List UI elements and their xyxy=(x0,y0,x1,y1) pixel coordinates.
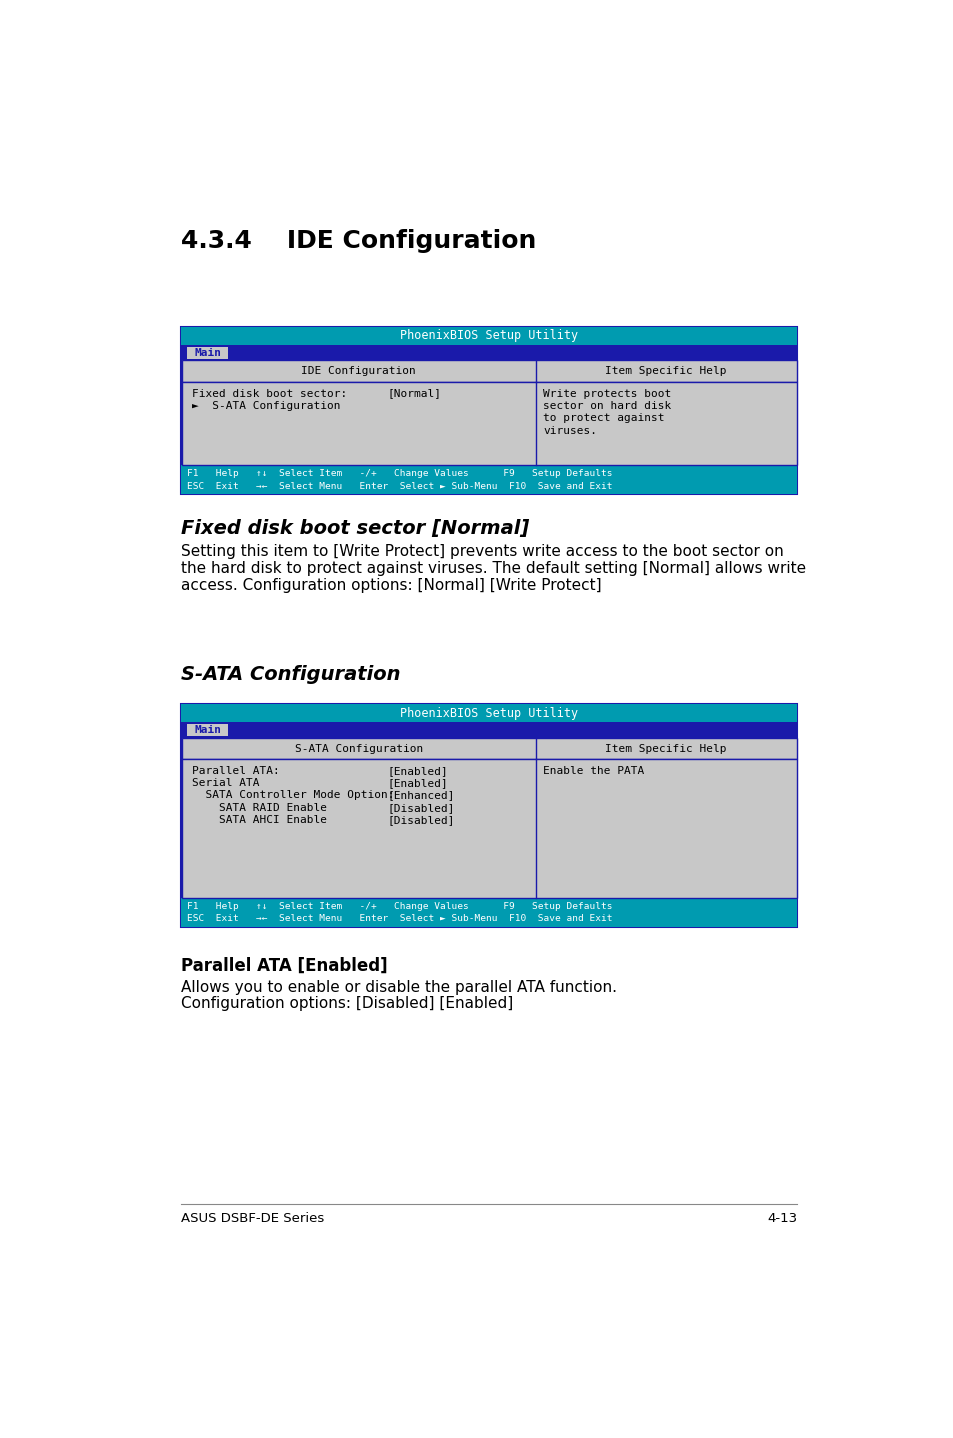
Text: Main: Main xyxy=(193,348,221,358)
Text: Allows you to enable or disable the parallel ATA function.: Allows you to enable or disable the para… xyxy=(181,979,617,995)
Text: Fixed disk boot sector:: Fixed disk boot sector: xyxy=(192,388,347,398)
Text: F1   Help   ↑↓  Select Item   -/+   Change Values      F9   Setup Defaults: F1 Help ↑↓ Select Item -/+ Change Values… xyxy=(187,902,613,910)
Text: Fixed disk boot sector [Normal]: Fixed disk boot sector [Normal] xyxy=(181,519,529,538)
Text: IDE Configuration: IDE Configuration xyxy=(301,367,416,377)
Text: S-ATA Configuration: S-ATA Configuration xyxy=(181,666,400,684)
Text: PhoenixBIOS Setup Utility: PhoenixBIOS Setup Utility xyxy=(400,706,578,719)
Text: ESC  Exit   →←  Select Menu   Enter  Select ► Sub-Menu  F10  Save and Exit: ESC Exit →← Select Menu Enter Select ► S… xyxy=(187,482,613,490)
Bar xyxy=(181,703,797,722)
Text: 4-13: 4-13 xyxy=(766,1212,797,1225)
Bar xyxy=(181,722,797,738)
Text: F1   Help   ↑↓  Select Item   -/+   Change Values      F9   Setup Defaults: F1 Help ↑↓ Select Item -/+ Change Values… xyxy=(187,469,613,477)
Bar xyxy=(181,897,797,928)
Text: Setting this item to [Write Protect] prevents write access to the boot sector on: Setting this item to [Write Protect] pre… xyxy=(181,545,783,559)
Text: [Disabled]: [Disabled] xyxy=(387,815,455,825)
Text: SATA RAID Enable: SATA RAID Enable xyxy=(192,802,327,812)
Bar xyxy=(182,759,796,897)
Text: [Disabled]: [Disabled] xyxy=(387,802,455,812)
Text: Enable the PATA: Enable the PATA xyxy=(542,766,644,777)
Text: the hard disk to protect against viruses. The default setting [Normal] allows wr: the hard disk to protect against viruses… xyxy=(181,561,805,577)
Bar xyxy=(187,347,228,360)
Text: [Enhanced]: [Enhanced] xyxy=(387,791,455,801)
Text: Parallel ATA [Enabled]: Parallel ATA [Enabled] xyxy=(181,956,388,975)
Text: Configuration options: [Disabled] [Enabled]: Configuration options: [Disabled] [Enabl… xyxy=(181,997,513,1011)
Text: ASUS DSBF-DE Series: ASUS DSBF-DE Series xyxy=(181,1212,324,1225)
Text: [Enabled]: [Enabled] xyxy=(387,766,448,777)
Text: Write protects boot: Write protects boot xyxy=(542,388,671,398)
Text: to protect against: to protect against xyxy=(542,413,664,423)
Text: 4.3.4    IDE Configuration: 4.3.4 IDE Configuration xyxy=(181,229,536,253)
Bar xyxy=(181,345,797,361)
Text: Item Specific Help: Item Specific Help xyxy=(604,367,726,377)
Bar xyxy=(181,464,797,495)
Text: viruses.: viruses. xyxy=(542,426,597,436)
Text: sector on hard disk: sector on hard disk xyxy=(542,401,671,411)
Text: [Normal]: [Normal] xyxy=(387,388,441,398)
Text: PhoenixBIOS Setup Utility: PhoenixBIOS Setup Utility xyxy=(400,329,578,342)
Text: ESC  Exit   →←  Select Menu   Enter  Select ► Sub-Menu  F10  Save and Exit: ESC Exit →← Select Menu Enter Select ► S… xyxy=(187,915,613,923)
Bar xyxy=(187,723,228,736)
Text: Parallel ATA:: Parallel ATA: xyxy=(192,766,279,777)
Text: access. Configuration options: [Normal] [Write Protect]: access. Configuration options: [Normal] … xyxy=(181,578,601,594)
Bar xyxy=(181,326,797,345)
Text: ►  S-ATA Configuration: ► S-ATA Configuration xyxy=(192,401,340,411)
Bar xyxy=(181,326,797,495)
Text: SATA AHCI Enable: SATA AHCI Enable xyxy=(192,815,327,825)
Text: Main: Main xyxy=(193,725,221,735)
Bar xyxy=(182,383,796,464)
Text: [Enabled]: [Enabled] xyxy=(387,778,448,788)
Bar xyxy=(182,738,796,759)
Text: Serial ATA: Serial ATA xyxy=(192,778,259,788)
Bar xyxy=(182,361,796,383)
Bar xyxy=(181,703,797,928)
Text: Item Specific Help: Item Specific Help xyxy=(604,743,726,754)
Text: SATA Controller Mode Option:: SATA Controller Mode Option: xyxy=(192,791,395,801)
Text: S-ATA Configuration: S-ATA Configuration xyxy=(294,743,422,754)
